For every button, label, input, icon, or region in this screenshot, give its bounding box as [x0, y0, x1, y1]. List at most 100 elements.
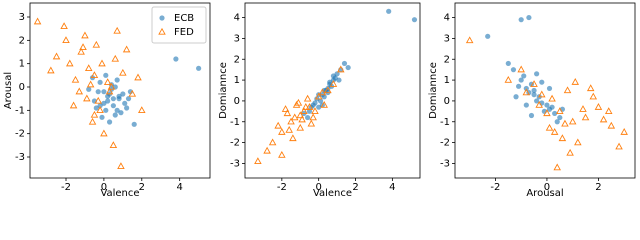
- point: [116, 93, 122, 99]
- point: [289, 134, 297, 142]
- point: [312, 100, 318, 106]
- y-tick-label: 3: [444, 33, 450, 44]
- point: [122, 45, 131, 53]
- point: [615, 142, 623, 150]
- point: [574, 138, 582, 146]
- point: [314, 92, 323, 100]
- point: [538, 90, 546, 98]
- point: [114, 107, 120, 113]
- point: [84, 64, 93, 71]
- point: [305, 114, 311, 121]
- point: [298, 115, 306, 123]
- point: [97, 79, 103, 85]
- y-tick-label: 1: [444, 75, 450, 86]
- point: [545, 123, 554, 131]
- point: [345, 64, 351, 71]
- point: [586, 84, 595, 92]
- figure: -2 0 2 4 -3 -2 -1 0 1 2 3 Valence Arousal ECB FED -2 0 2 4…: [3, 2, 636, 198]
- point: [539, 79, 545, 85]
- legend-label: FED: [174, 27, 194, 38]
- point: [566, 148, 574, 156]
- point: [549, 104, 555, 110]
- point: [411, 17, 418, 23]
- y-tick-label: 4: [234, 13, 240, 24]
- point: [33, 17, 42, 25]
- point: [523, 85, 529, 92]
- point: [523, 102, 529, 108]
- x-tick-label: 2: [139, 182, 145, 193]
- point: [47, 66, 55, 74]
- point: [337, 65, 345, 73]
- point: [292, 100, 301, 108]
- point: [604, 107, 613, 114]
- y-tick-label: -1: [15, 105, 25, 116]
- point: [97, 103, 103, 109]
- y-tick-label: 0: [444, 96, 450, 107]
- legend-box: [151, 6, 207, 44]
- y-tick-label: 4: [444, 13, 450, 24]
- point: [563, 86, 572, 94]
- x-tick-label: -2: [490, 182, 500, 193]
- point: [485, 33, 491, 39]
- point: [302, 103, 310, 110]
- point: [93, 105, 99, 111]
- y-tick-label: 2: [444, 54, 450, 65]
- y-tick-label: -3: [440, 158, 450, 169]
- point: [111, 54, 120, 62]
- point: [134, 73, 142, 81]
- point: [283, 109, 292, 117]
- point: [510, 67, 517, 73]
- x-tick-label: 4: [389, 182, 395, 193]
- point: [558, 134, 567, 142]
- point: [88, 117, 97, 125]
- point: [306, 108, 313, 114]
- point: [530, 80, 538, 87]
- point: [86, 86, 92, 92]
- point: [546, 85, 553, 92]
- point: [544, 102, 550, 108]
- x-tick-label: 0: [544, 182, 550, 193]
- y-tick-label: -1: [230, 117, 240, 128]
- point: [534, 71, 540, 77]
- point: [386, 8, 392, 14]
- point: [81, 31, 89, 39]
- point: [554, 119, 560, 125]
- point: [94, 96, 102, 104]
- point: [517, 65, 525, 73]
- point: [98, 59, 106, 67]
- point: [101, 89, 107, 95]
- y-tick-label: 3: [234, 33, 240, 44]
- x-axis-label: Valence: [313, 188, 352, 198]
- point: [518, 77, 524, 83]
- point: [79, 43, 87, 50]
- point: [290, 113, 299, 121]
- point: [127, 89, 134, 95]
- x-tick-label: 2: [595, 182, 601, 193]
- point: [318, 88, 327, 96]
- x-tick-label: 2: [352, 182, 358, 193]
- point: [336, 77, 342, 83]
- x-tick-label: 0: [101, 182, 107, 193]
- point: [548, 94, 556, 102]
- point: [521, 73, 527, 79]
- point: [103, 72, 109, 78]
- point: [66, 59, 74, 67]
- point: [553, 163, 561, 171]
- point: [568, 117, 577, 125]
- point: [90, 110, 99, 118]
- point: [556, 107, 564, 114]
- y-tick-label: 1: [234, 75, 240, 86]
- point: [550, 128, 559, 135]
- point: [305, 103, 314, 110]
- point: [307, 119, 316, 127]
- point: [589, 92, 598, 100]
- x-axis-label: Valence: [100, 188, 139, 198]
- point: [287, 117, 295, 125]
- point: [62, 36, 70, 43]
- point: [552, 110, 558, 117]
- point: [86, 80, 95, 88]
- y-tick-label: -2: [15, 129, 25, 140]
- point: [96, 106, 104, 113]
- point: [128, 89, 137, 97]
- point: [594, 103, 603, 110]
